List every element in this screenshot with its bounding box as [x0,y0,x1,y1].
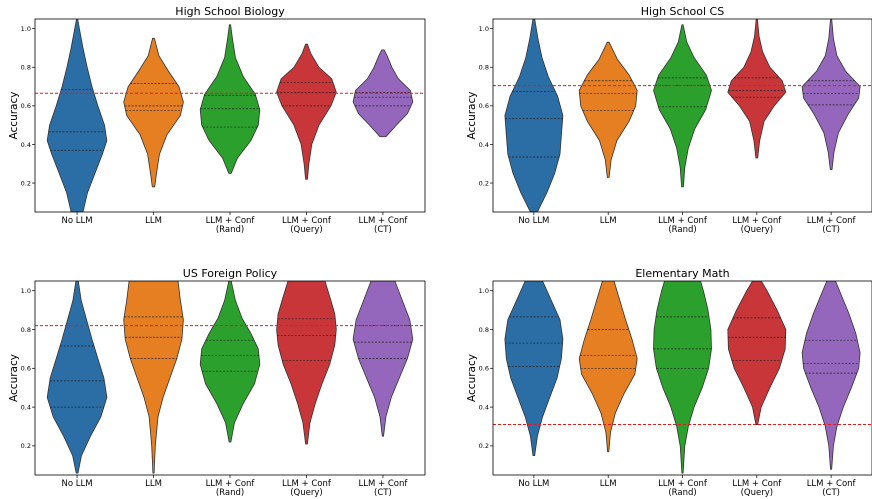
plot-area [35,281,425,474]
y-tick-label: 1.0 [479,25,489,33]
violin-2 [123,37,184,188]
y-tick-label: 0.4 [479,141,489,149]
plot-area [35,19,425,212]
x-tick-label: No LLM [518,479,549,489]
y-tick-label: 0.8 [21,326,31,334]
violin-3 [199,281,261,443]
y-tick-label: 0.2 [479,442,489,450]
violin-3 [653,281,712,474]
plot-area [493,281,872,474]
y-tick-label: 0.4 [21,403,31,411]
y-tick-label: 0.8 [21,64,31,72]
y-axis-label: Accuracy [466,92,478,140]
x-tick-label: LLM + Conf (Rand) [658,216,708,235]
x-tick-label: LLM + Conf (Rand) [206,216,256,235]
x-tick-label: LLM + Conf (Rand) [206,479,256,498]
violin-5 [801,19,861,170]
subplot-4: 0.2 0.4 0.6 0.8 1.0 No LLM LLM LLM + Conf (Rand)… [466,267,872,498]
y-tick-label: 0.4 [21,141,31,149]
violin-5 [801,281,861,470]
violin-3 [199,24,261,174]
violin-2 [578,41,638,178]
x-tick-label: LLM + Conf (Query) [732,216,782,235]
x-tick-label: No LLM [62,479,93,489]
violin-1 [504,281,564,456]
y-axis-label: Accuracy [8,92,20,140]
y-tick-label: 0.4 [479,403,489,411]
y-tick-label: 0.8 [479,64,489,72]
y-tick-label: 1.0 [21,25,31,33]
y-axis-label: Accuracy [8,354,20,402]
violin-4 [276,43,337,180]
violin-1 [46,19,108,212]
chart-title: Elementary Math [635,267,729,280]
y-tick-label: 0.6 [21,365,31,373]
subplot-2: 0.2 0.4 0.6 0.8 1.0 No LLM LLM LLM + Conf (Rand)… [466,5,872,235]
y-tick-label: 1.0 [479,287,489,295]
chart-title: High School Biology [175,5,285,18]
x-tick-label: LLM [600,216,617,226]
chart-title: US Foreign Policy [183,267,278,280]
y-tick-label: 0.6 [479,102,489,110]
y-tick-label: 0.2 [21,442,31,450]
subplot-1: 0.2 0.4 0.6 0.8 1.0 No LLM LLM LLM + Conf (Rand)… [8,5,426,235]
x-tick-label: No LLM [62,216,93,226]
violin-2 [578,281,638,453]
x-tick-label: LLM + Conf (Query) [282,216,332,235]
violin-1 [46,281,108,474]
x-tick-label: LLM + Conf (Query) [732,479,782,498]
violin-4 [727,281,787,426]
x-tick-label: LLM + Conf (CT) [359,216,409,235]
x-tick-label: LLM + Conf (CT) [359,479,409,498]
x-tick-label: LLM + Conf (CT) [807,216,857,235]
violin-4 [727,19,787,159]
subplot-3: 0.2 0.4 0.6 0.8 1.0 No LLM LLM LLM + Conf (Rand)… [8,267,426,498]
x-tick-label: LLM [145,479,162,489]
x-tick-label: No LLM [518,216,549,226]
y-tick-label: 0.6 [479,365,489,373]
violin-2 [123,281,184,474]
x-tick-label: LLM [145,216,162,226]
violin-3 [653,24,712,188]
violin-5 [352,281,414,437]
x-tick-label: LLM [600,479,617,489]
x-tick-label: LLM + Conf (Query) [282,479,332,498]
x-tick-label: LLM + Conf (CT) [807,479,857,498]
plot-area [493,19,872,212]
y-tick-label: 0.2 [21,179,31,187]
y-tick-label: 0.6 [21,102,31,110]
violin-1 [504,19,564,212]
chart-title: High School CS [641,5,724,18]
violin-4 [276,281,337,445]
x-tick-label: LLM + Conf (Rand) [658,479,708,498]
y-tick-label: 0.8 [479,326,489,334]
y-tick-label: 1.0 [21,287,31,295]
y-axis-label: Accuracy [466,354,478,402]
y-tick-label: 0.2 [479,179,489,187]
